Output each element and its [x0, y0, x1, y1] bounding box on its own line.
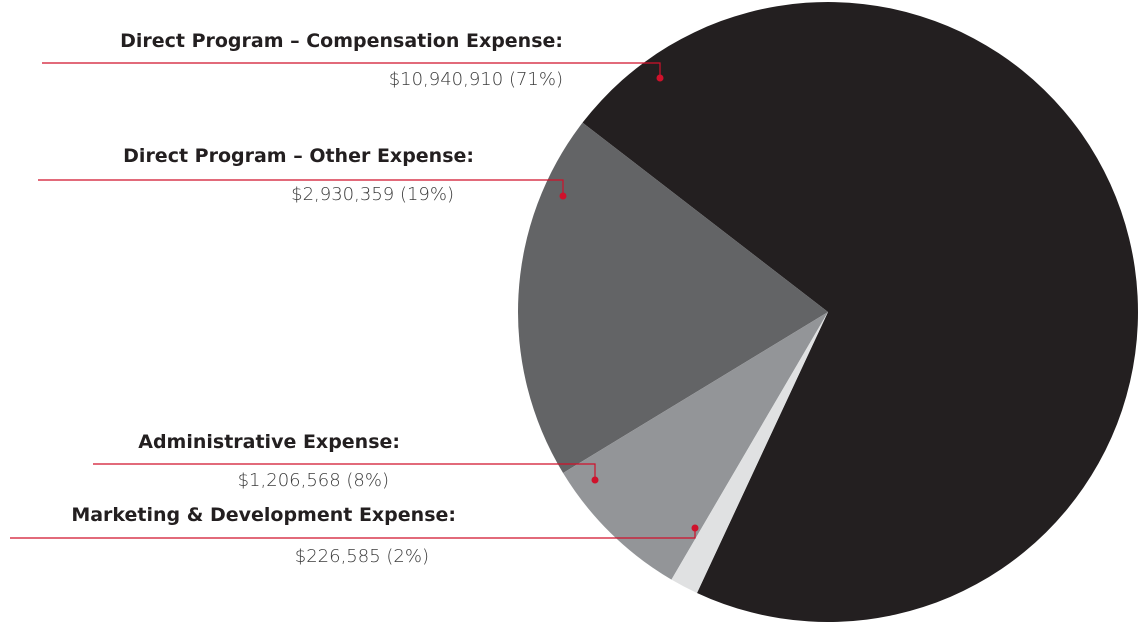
leader-dot	[591, 476, 599, 484]
slice-name: Marketing & Development Expense:	[71, 504, 456, 526]
leader-dot	[656, 74, 664, 82]
pie-slice	[671, 312, 828, 593]
leader-line	[93, 463, 596, 480]
leader-dot	[559, 192, 567, 200]
leader-line	[38, 179, 564, 196]
slice-value: $2,930,359 (19%)	[291, 184, 454, 205]
pie-slice	[563, 312, 828, 580]
pie-slice	[518, 122, 828, 473]
slice-name: Direct Program – Other Expense:	[123, 145, 474, 167]
leader-line	[10, 528, 696, 539]
leader-dot	[691, 524, 699, 532]
leader-line	[42, 62, 661, 78]
slice-name: Direct Program – Compensation Expense:	[120, 30, 563, 52]
slice-value: $1,206,568 (8%)	[238, 470, 389, 491]
slice-value: $10,940,910 (71%)	[389, 69, 563, 90]
slice-value: $226,585 (2%)	[295, 546, 429, 567]
pie-slice	[582, 1, 1138, 622]
slice-name: Administrative Expense:	[138, 431, 400, 453]
